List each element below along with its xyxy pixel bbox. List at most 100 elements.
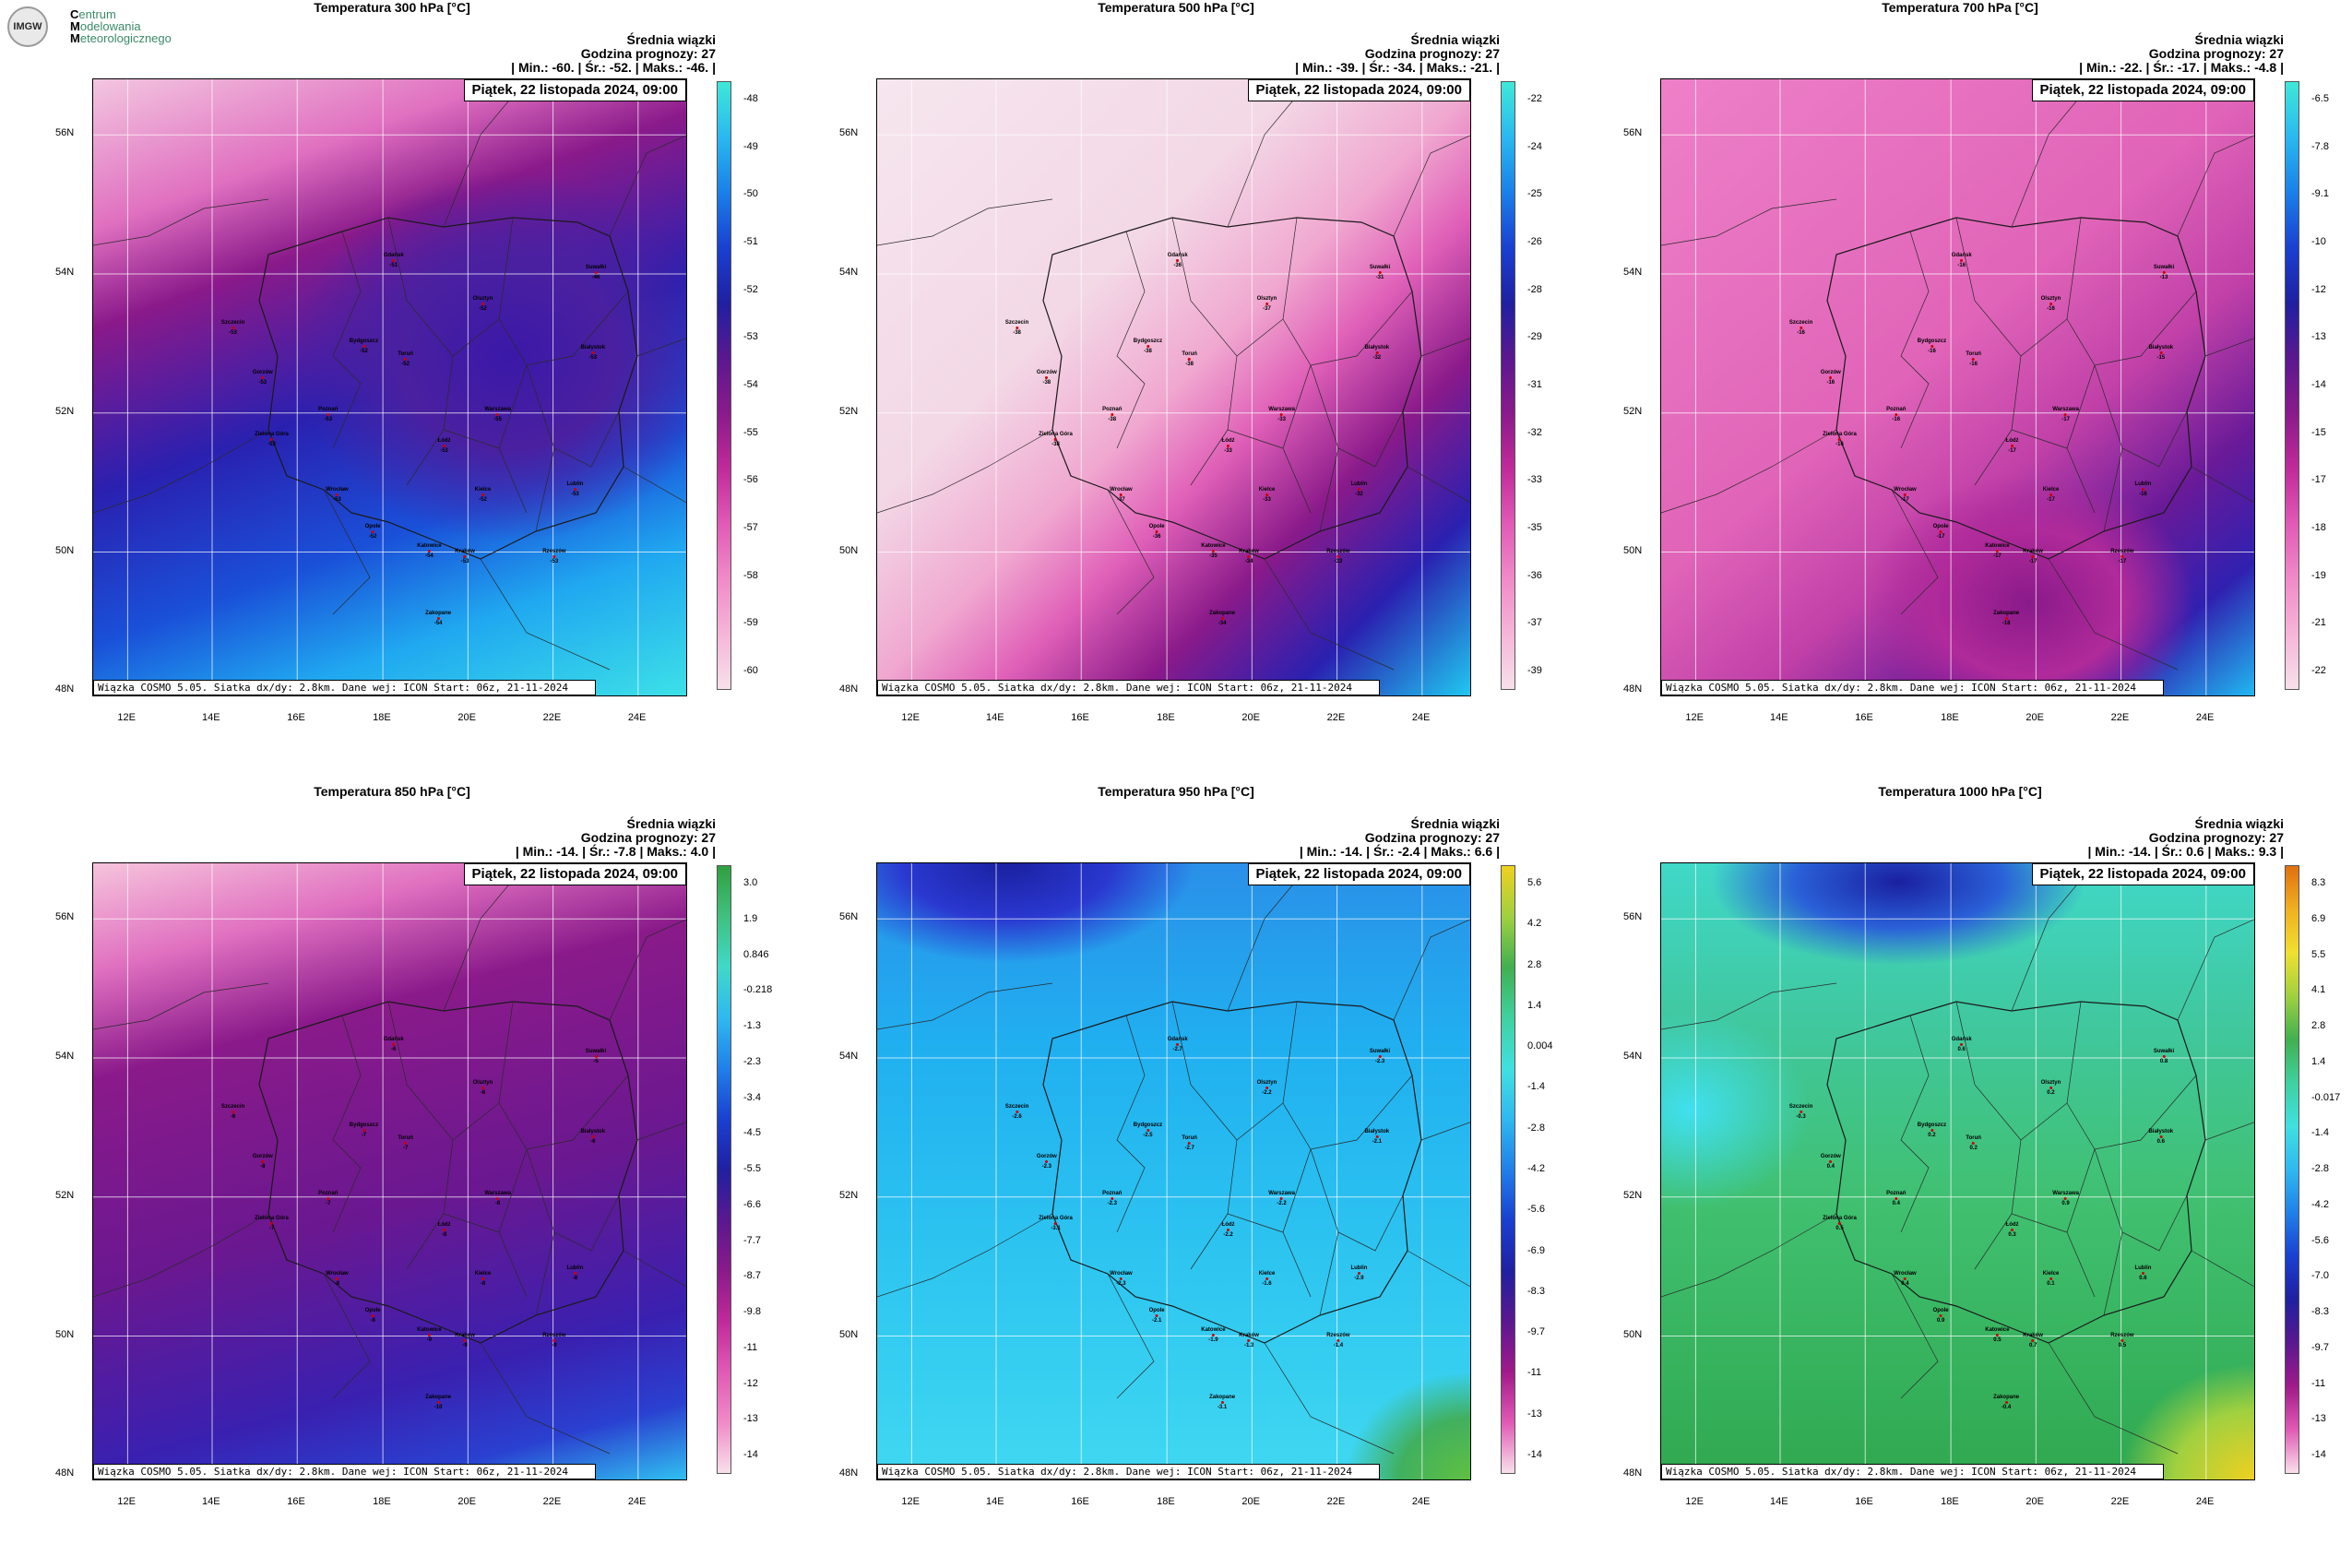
latitude-label: 56N	[55, 127, 75, 139]
map-overlay	[1661, 79, 2254, 695]
city-value: -16	[2047, 305, 2055, 312]
latitude-label: 54N	[55, 267, 75, 279]
longitude-label: 22E	[1326, 1496, 1346, 1507]
city-dot	[463, 555, 467, 559]
city-value: 0.7	[2028, 1343, 2037, 1349]
ensemble-mean-label: Średnia wiązki	[1410, 32, 1500, 47]
temperature-map[interactable]: Gdańsk -2.7 Suwałki -2.3 Olsztyn -2.2 Szczecin…	[876, 862, 1471, 1480]
city-marker: Rzeszów -33	[1326, 549, 1349, 564]
city-name: Szczecin	[1788, 320, 1813, 327]
city-marker: Katowice -1.9	[1201, 1327, 1225, 1343]
city-marker: Szczecin -2.6	[1005, 1104, 1028, 1120]
city-marker: Łódź 0.3	[2006, 1222, 2019, 1238]
model-info-footer: Wiązka COSMO 5.05. Siatka dx/dy: 2.8km. …	[93, 680, 596, 695]
city-dot	[1357, 1271, 1360, 1275]
city-name: Kraków	[2023, 1333, 2043, 1339]
city-name: Zakopane	[425, 611, 452, 617]
city-value: -2.2	[1262, 1089, 1272, 1096]
city-value: -1.9	[1208, 1336, 1218, 1343]
colorbar-tick: -39	[1527, 665, 1542, 676]
forecast-panel-4: Temperatura 850 hPa [°C] Średnia wiązki Go…	[0, 784, 784, 1568]
colorbar-tick: -21	[2311, 617, 2326, 629]
colorbar-tick: -9.7	[2311, 1341, 2329, 1353]
city-name: Lublin	[566, 1265, 584, 1271]
temperature-map[interactable]: Gdańsk -16 Suwałki -13 Olsztyn -16 Szczecin -16…	[1660, 78, 2255, 696]
country-borders	[877, 863, 1470, 1455]
city-dot	[1045, 1159, 1049, 1163]
city-name: Olsztyn	[2040, 1079, 2061, 1086]
city-marker: Suwałki 0.8	[2154, 1049, 2174, 1064]
colorbar-tick: 6.9	[2311, 912, 2326, 924]
city-value: -8	[334, 1281, 340, 1288]
city-value: 0.3	[2008, 1231, 2016, 1238]
forecast-date: Piątek, 22 listopada 2024, 09:00	[463, 863, 686, 885]
model-info-footer: Wiązka COSMO 5.05. Siatka dx/dy: 2.8km. …	[93, 1464, 596, 1479]
city-value: -16	[1835, 441, 1844, 447]
city-marker: Kraków -53	[455, 549, 475, 564]
city-dot	[594, 1055, 598, 1058]
city-value: -7	[402, 1145, 409, 1151]
colorbar-tick: -9.7	[1527, 1326, 1545, 1338]
city-marker: Opole -2.1	[1149, 1308, 1165, 1324]
city-value: -53	[588, 355, 598, 362]
city-marker: Bydgoszcz -52	[350, 339, 378, 354]
ensemble-mean-label: Średnia wiązki	[2194, 32, 2284, 47]
colorbar-tick: 1.4	[1527, 999, 1542, 1011]
longitude-label: 14E	[1770, 1496, 1788, 1507]
city-name: Katowice	[1201, 1326, 1226, 1333]
colorbar-tick: -2.8	[1527, 1122, 1545, 1134]
colorbar-tick: -6.9	[1527, 1244, 1545, 1256]
poland-border	[1826, 1001, 2206, 1344]
city-value: -38	[1051, 441, 1060, 447]
city-dot	[1146, 345, 1149, 349]
city-name: Katowice	[417, 542, 442, 549]
city-dot	[552, 1339, 556, 1343]
colorbar-tick: -4.2	[2311, 1198, 2329, 1210]
temperature-map[interactable]: Gdańsk -6 Suwałki -5 Olsztyn -6 Szczecin -6 Bydg…	[92, 862, 687, 1480]
city-dot	[1903, 493, 1907, 497]
city-name: Opole	[1148, 1308, 1165, 1314]
city-value: -2.2	[1277, 1201, 1287, 1207]
stats-line: | Min.: -22. | Śr.: -17. | Maks.: -4.8 |	[2079, 60, 2284, 75]
colorbar-tick: -1.4	[2311, 1127, 2329, 1139]
city-name: Lublin	[2134, 1265, 2152, 1271]
city-name: Poznań	[318, 1191, 339, 1197]
longitude-label: 18E	[373, 1496, 391, 1507]
colorbar-tick: -8.7	[743, 1270, 761, 1282]
city-name: Wrocław	[1894, 1271, 1917, 1277]
city-name: Zielona Góra	[1039, 431, 1073, 437]
colorbar-tick: -4.5	[743, 1127, 761, 1139]
colorbar-tick: -7.8	[2311, 140, 2329, 152]
temperature-map[interactable]: Gdańsk -36 Suwałki -31 Olsztyn -37 Szczecin -38…	[876, 78, 1471, 696]
city-dot	[1211, 1333, 1215, 1336]
city-dot	[1336, 1339, 1340, 1343]
city-name: Olsztyn	[1256, 295, 1277, 302]
longitude-label: 24E	[627, 1496, 647, 1507]
colorbar-tick: -58	[743, 569, 758, 581]
longitude-label: 12E	[117, 1496, 136, 1507]
city-dot	[481, 1277, 484, 1281]
city-dot	[392, 258, 396, 262]
longitude-label: 14E	[202, 1496, 220, 1507]
forecast-panel-5: Temperatura 950 hPa [°C] Średnia wiązki Go…	[784, 784, 1568, 1568]
city-value: -36	[1152, 534, 1161, 540]
temperature-map[interactable]: Gdańsk 0.6 Suwałki 0.8 Olsztyn 0.2 Szczecin -0.…	[1660, 862, 2255, 1480]
temperature-map[interactable]: Gdańsk -51 Suwałki -46 Olsztyn -52 Szczecin -53…	[92, 78, 687, 696]
city-name: Opole	[1932, 1308, 1949, 1314]
city-name: Toruń	[398, 350, 413, 357]
city-marker: Białystok -53	[580, 345, 605, 361]
city-marker: Olsztyn -6	[473, 1080, 493, 1096]
city-value: -2.5	[1143, 1133, 1153, 1139]
city-dot	[2162, 1055, 2166, 1058]
city-dot	[404, 357, 408, 361]
city-dot	[1119, 1277, 1123, 1281]
city-marker: Warszawa -33	[1268, 407, 1295, 422]
city-name: Gdańsk	[1951, 1036, 1972, 1042]
city-value: 0.5	[2118, 1343, 2127, 1349]
colorbar-tick: -13	[743, 1413, 758, 1425]
city-dot	[2004, 617, 2008, 621]
city-name: Gdańsk	[383, 252, 404, 258]
longitude-label: 20E	[1241, 1496, 1260, 1507]
latitude-label: 52N	[839, 1189, 859, 1201]
longitude-label: 22E	[2110, 712, 2130, 723]
